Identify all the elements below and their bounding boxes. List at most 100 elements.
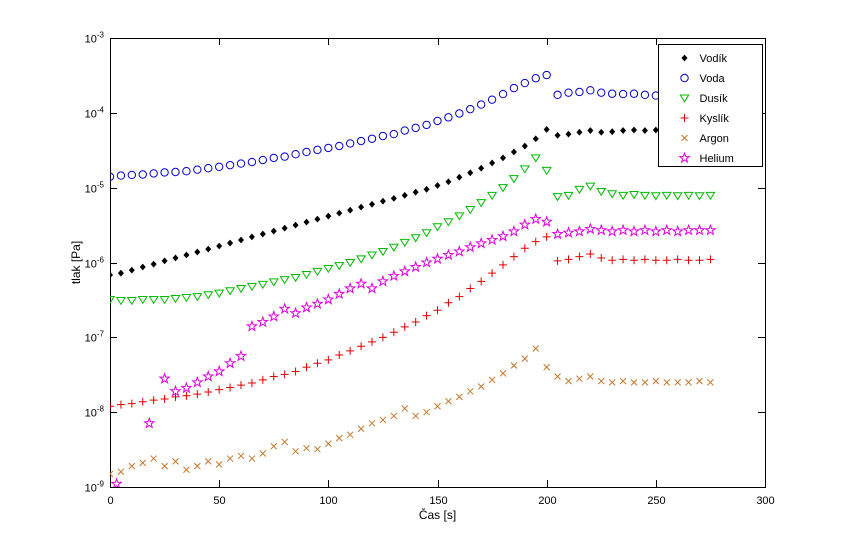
data-point <box>171 392 180 401</box>
data-point <box>586 249 595 258</box>
data-point <box>619 255 628 264</box>
data-point <box>631 126 637 134</box>
data-point <box>477 383 485 390</box>
data-point <box>554 373 561 380</box>
data-point <box>314 445 321 453</box>
data-point <box>412 412 420 420</box>
data-point <box>234 349 248 362</box>
data-point <box>378 131 388 141</box>
data-point <box>466 284 475 293</box>
data-point <box>683 191 694 201</box>
data-point <box>390 194 397 202</box>
data-point <box>248 233 255 241</box>
data-point <box>128 266 135 274</box>
axes <box>110 38 766 488</box>
data-point <box>214 289 225 298</box>
data-point <box>423 408 430 416</box>
data-point <box>464 240 477 253</box>
data-point <box>248 455 256 462</box>
data-point <box>149 169 158 178</box>
data-point <box>433 116 442 126</box>
data-point <box>335 434 343 442</box>
data-point <box>477 277 486 286</box>
data-point <box>509 252 518 261</box>
data-point <box>258 375 267 384</box>
data-point <box>139 459 147 467</box>
data-point <box>291 150 300 159</box>
data-point <box>587 127 594 134</box>
data-point <box>598 128 605 136</box>
data-point <box>639 191 651 201</box>
data-point <box>270 442 278 450</box>
data-point <box>680 114 689 122</box>
data-point <box>532 135 539 143</box>
data-point <box>662 256 671 265</box>
data-point <box>605 224 619 237</box>
x-tick-label: 300 <box>756 495 774 507</box>
data-point <box>335 351 344 360</box>
data-point <box>586 86 595 95</box>
data-point <box>576 128 583 136</box>
data-point <box>608 379 616 386</box>
data-point <box>194 248 201 256</box>
data-point <box>423 185 430 193</box>
data-point <box>215 461 223 468</box>
data-point <box>554 131 561 139</box>
data-point <box>259 230 266 238</box>
data-point <box>268 278 279 287</box>
data-point <box>117 269 124 277</box>
data-point <box>694 192 705 201</box>
data-point <box>279 276 290 285</box>
data-point <box>226 383 235 392</box>
data-point <box>204 388 213 396</box>
data-point <box>376 274 390 287</box>
data-point <box>377 248 389 257</box>
data-point <box>507 224 521 237</box>
data-point <box>442 248 455 261</box>
x-tick-label: 0 <box>107 495 113 507</box>
data-point <box>388 243 399 252</box>
data-point <box>148 296 159 305</box>
data-point <box>445 178 452 186</box>
y-tick-label: 10-8 <box>85 405 105 420</box>
data-point <box>335 141 344 151</box>
data-point <box>302 147 311 157</box>
data-point <box>663 379 671 386</box>
data-point <box>325 212 332 220</box>
data-point <box>191 375 204 388</box>
data-point <box>204 458 212 465</box>
data-point <box>400 126 409 135</box>
data-point <box>160 394 169 403</box>
data-point <box>110 172 115 181</box>
data-point <box>401 191 408 199</box>
data-point <box>354 277 368 290</box>
data-point <box>607 190 618 199</box>
data-point <box>227 239 234 247</box>
data-point <box>542 70 551 80</box>
tick-labels: 0 50 100 150 200 250 300 10-3 10-4 10-5 10-6 10-7 10… <box>85 31 775 508</box>
data-point <box>681 134 688 142</box>
data-point <box>520 244 529 253</box>
data-point <box>519 165 530 174</box>
data-point <box>116 400 125 409</box>
data-point <box>509 83 519 93</box>
data-point <box>543 363 551 371</box>
data-point <box>389 328 398 337</box>
y-tick-label: 10-9 <box>85 480 105 495</box>
data-point <box>607 89 617 98</box>
data-point <box>280 370 289 379</box>
data-point <box>368 337 376 346</box>
data-point <box>466 387 474 395</box>
data-point <box>673 255 682 264</box>
data-point <box>303 444 310 452</box>
series-vodik <box>110 126 714 279</box>
data-point <box>704 223 717 236</box>
data-point <box>618 89 628 99</box>
data-point <box>551 227 564 240</box>
data-point <box>453 245 466 257</box>
data-point <box>204 164 213 173</box>
data-point <box>410 234 421 243</box>
data-point <box>652 126 659 134</box>
